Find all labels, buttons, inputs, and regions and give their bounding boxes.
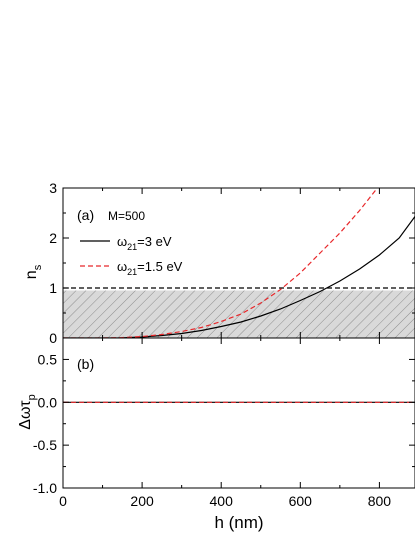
y-tick-label: 0.5 — [38, 351, 58, 367]
panel-label-a: (a) — [77, 207, 94, 223]
ticks-b: 0 200 400 600 800 0.5 0.0 -0.5 -1.0 — [33, 338, 415, 509]
ticks-a: 0 1 2 3 — [49, 180, 415, 346]
legend-2-sub: 21 — [127, 267, 137, 277]
legend-text-2: ω21=1.5 eV — [117, 259, 183, 277]
y-axis-title-a: ns — [23, 264, 44, 279]
plot-frame-b — [62, 337, 415, 489]
legend-1-rest: =3 eV — [137, 234, 172, 249]
series-group-a — [63, 190, 415, 338]
y-axis-title-a-main: n — [23, 270, 40, 279]
panel-b: 0 200 400 600 800 0.5 0.0 -0.5 -1.0 (b) Δωτp h (… — [17, 337, 415, 532]
series-line-a-2 — [63, 190, 376, 338]
x-tick-label: 600 — [289, 493, 313, 509]
x-tick-label: 0 — [59, 493, 67, 509]
annotation-label: M=500 — [108, 209, 145, 223]
y-axis-title-a-sub: s — [32, 264, 44, 270]
x-tick-label: 800 — [368, 493, 392, 509]
x-tick-label: 200 — [130, 493, 154, 509]
y-tick-label: 1 — [49, 280, 57, 296]
x-tick-label: 400 — [210, 493, 234, 509]
legend-2-rest: =1.5 eV — [137, 259, 183, 274]
legend-text-1: ω21=3 eV — [117, 234, 172, 252]
y-tick-label: 0.0 — [38, 394, 58, 410]
y-tick-label: 0 — [49, 330, 57, 346]
y-tick-label: 3 — [49, 180, 57, 196]
y-axis-title-b: Δωτp — [17, 394, 38, 429]
legend: ω21=3 eV ω21=1.5 eV — [80, 234, 183, 277]
x-axis-title: h (nm) — [214, 513, 263, 532]
y-tick-label: -0.5 — [33, 437, 57, 453]
y-tick-label: -1.0 — [33, 480, 57, 496]
y-tick-label: 2 — [49, 230, 57, 246]
y-axis-title-b-main: Δωτ — [17, 400, 34, 430]
y-axis-title-b-sub: p — [26, 394, 38, 400]
legend-1-sub: 21 — [127, 242, 137, 252]
legend-2-main: ω — [117, 259, 127, 274]
panel-label-b: (b) — [77, 356, 94, 372]
legend-item-2: ω21=1.5 eV — [80, 259, 183, 277]
legend-item-1: ω21=3 eV — [80, 234, 172, 252]
legend-1-main: ω — [117, 234, 127, 249]
